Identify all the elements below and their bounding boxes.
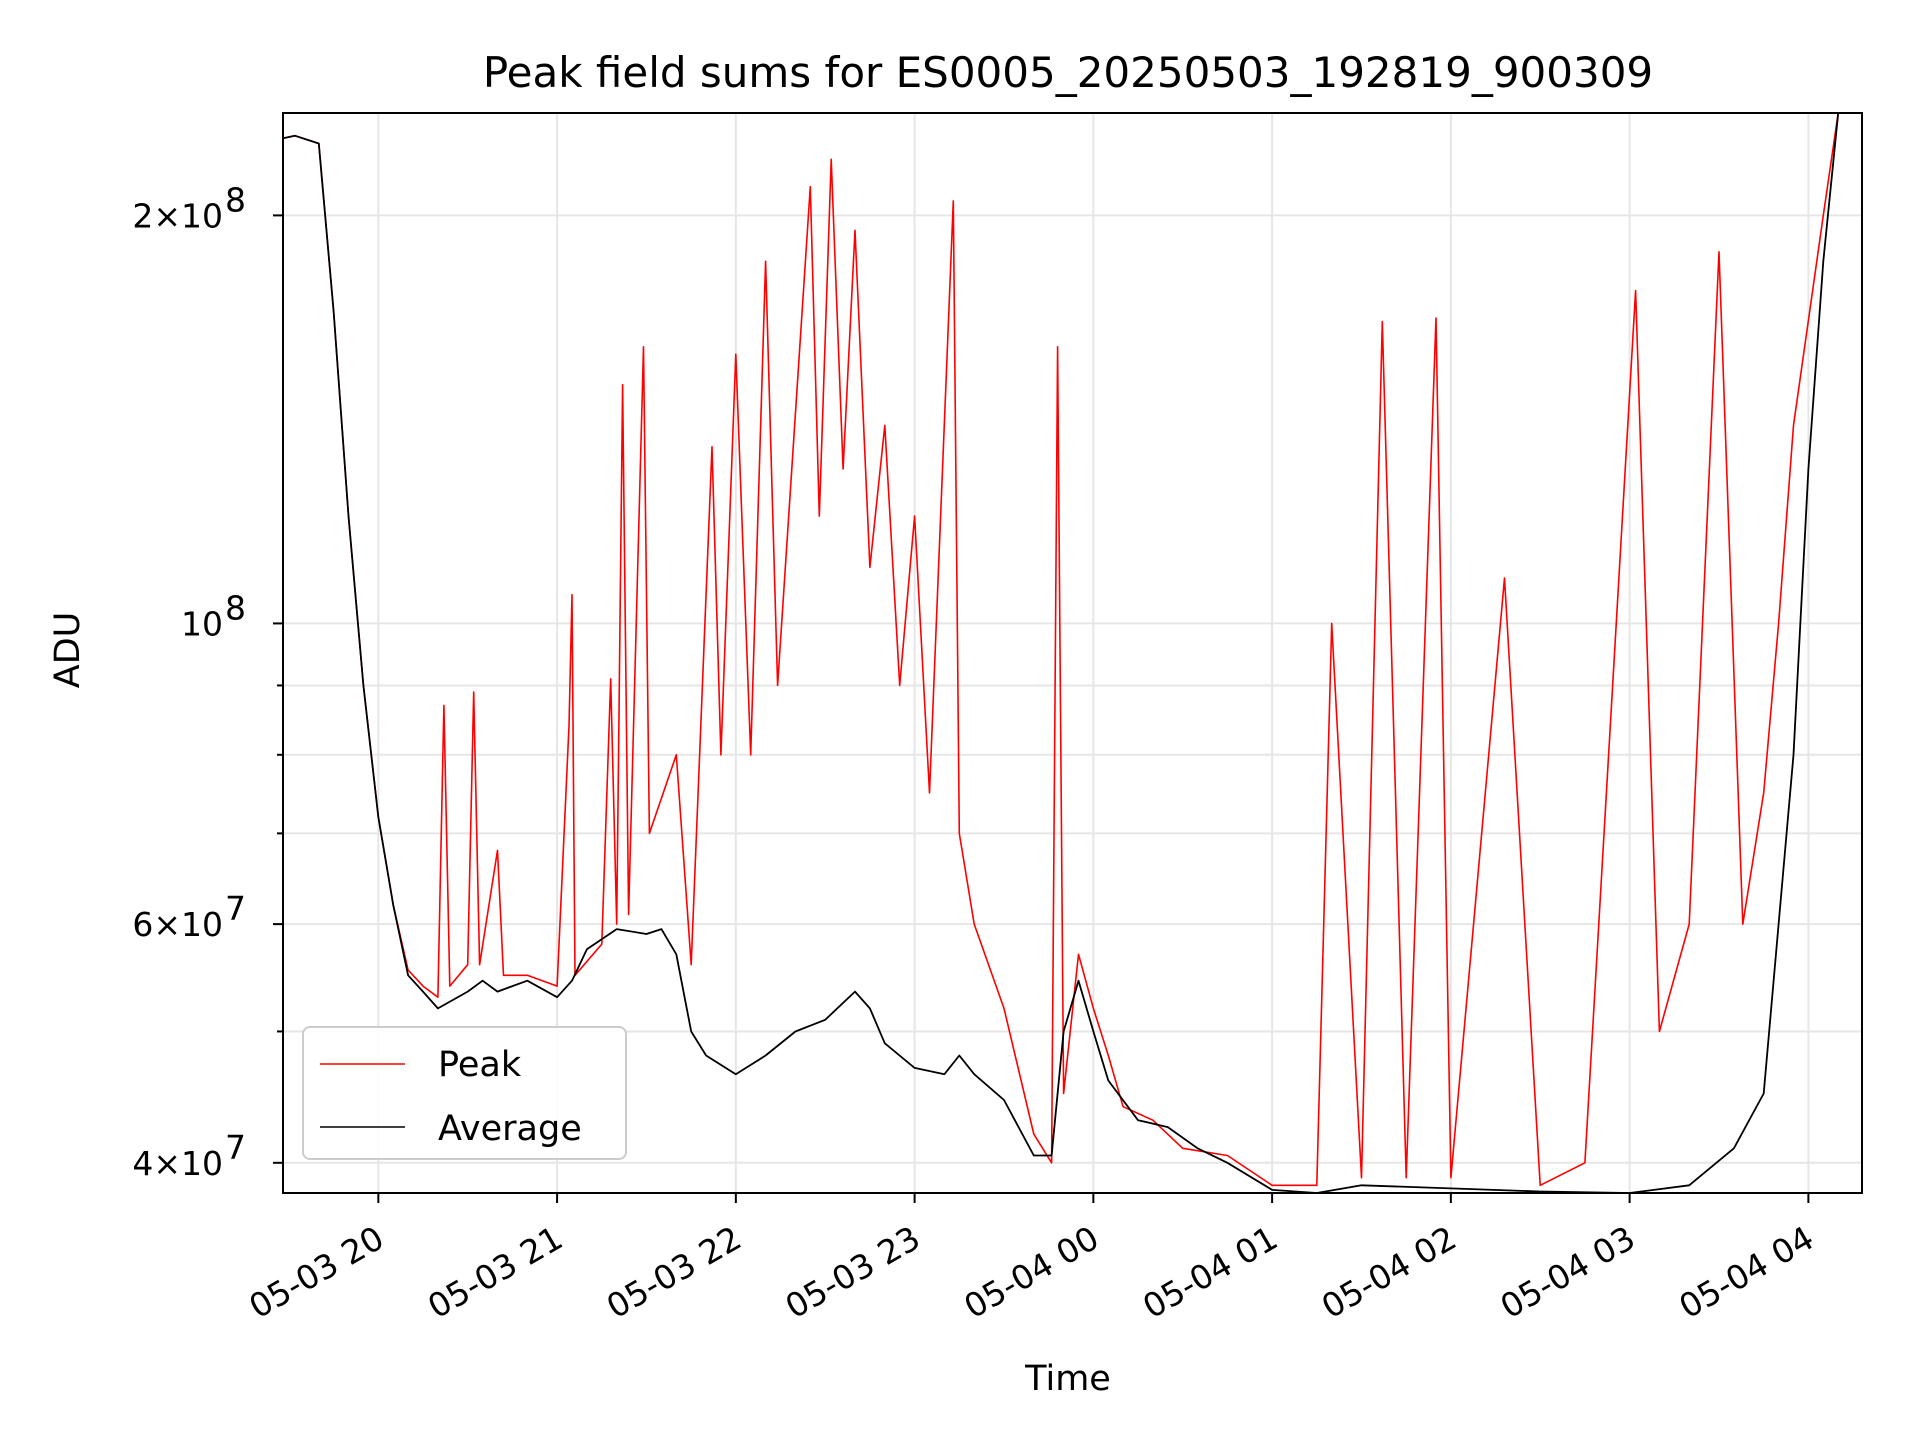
plot-area-frame: [282, 112, 1863, 1194]
y-tick-label: 10: [181, 604, 223, 643]
y-tick-exponent: 8: [225, 588, 246, 627]
legend: Peak Average: [302, 1026, 627, 1160]
y-tick-label: 4×10: [132, 1144, 223, 1183]
series-group: [283, 113, 1840, 1193]
legend-label-average: Average: [438, 1109, 582, 1149]
x-axis-label: Time: [1024, 1359, 1111, 1399]
y-tick-exponent: 7: [225, 1128, 246, 1167]
y-tick-exponent: 8: [225, 180, 246, 219]
y-tick-label: 6×10: [132, 905, 223, 944]
legend-label-peak: Peak: [438, 1045, 522, 1085]
y-tick-exponent: 7: [225, 889, 246, 928]
y-tick-label: 2×10: [132, 196, 223, 235]
chart-title: Peak field sums for ES0005_20250503_1928…: [483, 48, 1653, 97]
series-line-peak: [283, 113, 1839, 1187]
series-line-average: [283, 113, 1840, 1193]
legend-box: [302, 1026, 627, 1160]
y-axis-label: ADU: [48, 612, 88, 689]
